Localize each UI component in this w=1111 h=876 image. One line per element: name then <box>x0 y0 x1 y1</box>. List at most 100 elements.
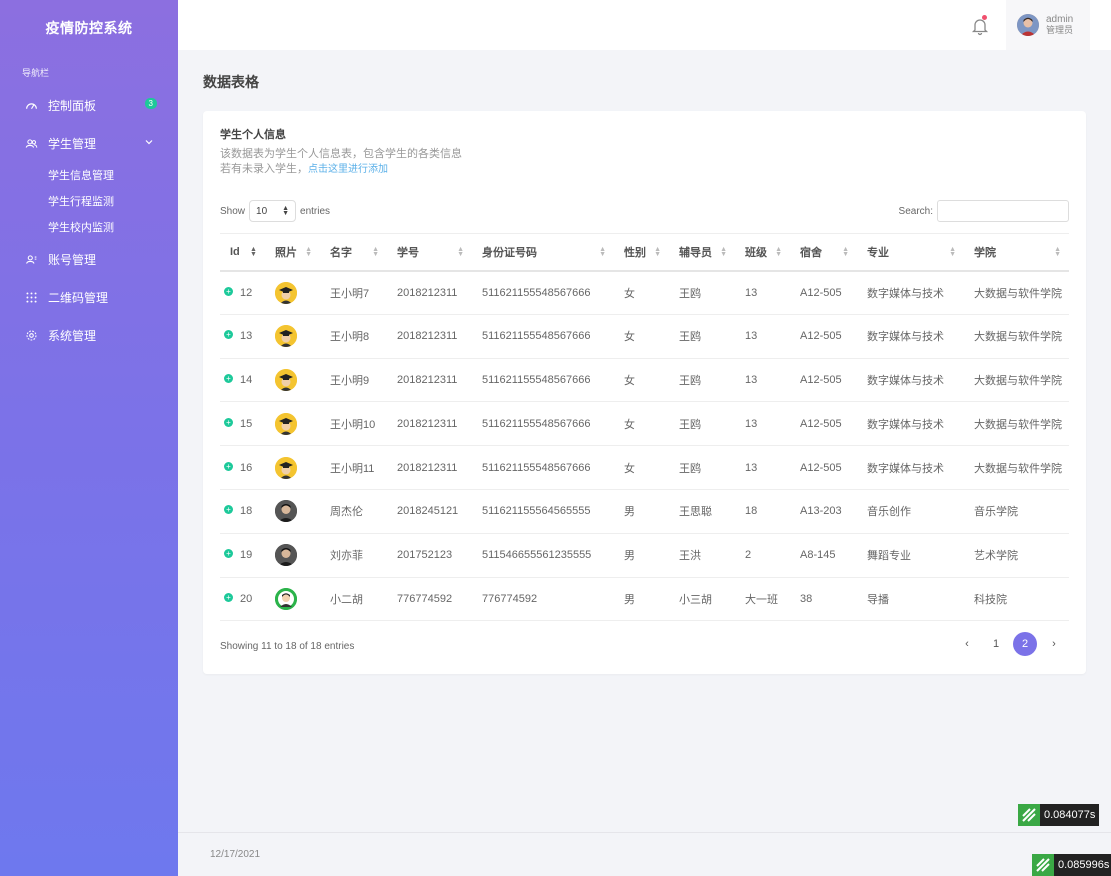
table-row[interactable]: +20 小二胡 776774592 776774592 男小三胡 大一班 38 导播 科技院 <box>220 577 1069 622</box>
cell-tutor: 王洪 <box>669 533 735 578</box>
cell-college: 大数据与软件学院 <box>964 401 1069 447</box>
page-length-select[interactable]: 10 ▲ ▼ <box>249 200 297 222</box>
cell-dorm: A12-505 <box>790 401 857 447</box>
cell-id-value: 14 <box>240 373 253 386</box>
search-input[interactable] <box>937 200 1069 222</box>
expand-row-icon[interactable]: + <box>224 373 233 383</box>
expand-row-icon[interactable]: + <box>224 592 233 602</box>
sidebar-item-qrcode[interactable]: 二维码管理 <box>0 278 178 316</box>
expand-row-icon[interactable]: + <box>224 461 233 471</box>
sidebar-subitem-student-trip[interactable]: 学生行程监测 <box>48 196 114 208</box>
data-table-card: 学生个人信息 该数据表为学生个人信息表，包含学生的各类信息 若有未录入学生，点击… <box>203 111 1086 674</box>
column-header[interactable]: 性别 ▲ ▼ <box>614 233 669 272</box>
cell-sno: 2018212311 <box>387 270 472 315</box>
cell-id-value: 20 <box>240 592 253 605</box>
cell-cls: 13 <box>735 358 790 403</box>
sort-icon: ▲ ▼ <box>949 246 956 258</box>
column-header[interactable]: 名字 ▲ ▼ <box>320 233 387 272</box>
cell-major: 数字媒体与技术 <box>857 401 964 447</box>
table-row[interactable]: +15 王小明10 2018212311 511621155548567666 女王鸥 1… <box>220 401 1069 447</box>
table-row[interactable]: +14 王小明9 2018212311 511621155548567666 女王鸥 13… <box>220 358 1069 403</box>
table-row[interactable]: +16 王小明11 2018212311 511621155548567666 女王鸥 1… <box>220 445 1069 490</box>
expand-row-icon[interactable]: + <box>224 286 233 296</box>
cell-idno: 776774592 <box>472 577 614 622</box>
cell-cls: 2 <box>735 533 790 578</box>
sort-icon: ▲ ▼ <box>305 246 312 258</box>
table-body: +12 王小明7 2018212311 511621155548567666 女王鸥 13… <box>220 270 1069 622</box>
column-header[interactable]: 照片 ▲ ▼ <box>265 233 320 272</box>
sort-icon: ▲ ▼ <box>775 246 782 258</box>
pagination-next[interactable]: › <box>1052 638 1056 650</box>
cell-idno: 511621155548567666 <box>472 314 614 359</box>
cell-id-value: 12 <box>240 286 253 299</box>
cell-sno: 2018212311 <box>387 401 472 447</box>
brand-title[interactable]: 疫情防控系统 <box>45 20 133 36</box>
cell-name: 周杰伦 <box>320 489 387 534</box>
bell-icon[interactable] <box>970 16 990 36</box>
student-photo <box>275 368 297 391</box>
card-title: 学生个人信息 <box>220 129 286 141</box>
timer-value: 0.084077s <box>1040 804 1100 826</box>
cell-tutor: 王鸥 <box>669 314 735 359</box>
column-header[interactable]: 辅导员 ▲ ▼ <box>669 233 735 272</box>
expand-row-icon[interactable]: + <box>224 417 233 427</box>
pagination-page-1[interactable]: 1 <box>992 638 1000 650</box>
expand-row-icon[interactable]: + <box>224 505 233 515</box>
sidebar-item-settings[interactable]: 系统管理 <box>0 316 178 354</box>
cell-college: 大数据与软件学院 <box>964 358 1069 403</box>
cell-major: 音乐创作 <box>857 489 964 534</box>
column-header[interactable]: 专业 ▲ ▼ <box>857 233 964 272</box>
student-table: Id ▲ ▼ 照片 ▲ ▼ 名字 ▲ ▼ 学号 ▲ ▼ 身份证号码 ▲ ▼ 性别 ▲ ▼ 辅导员 ▲ ▼ 班级 ▲ ▼ 宿舍 ▲ ▼… <box>220 233 1069 622</box>
cell-sex: 男 <box>614 533 669 578</box>
sidebar-item-dashboard[interactable]: 控制面板 3 <box>0 86 178 124</box>
cell-sno: 2018212311 <box>387 358 472 403</box>
cell-idno: 511621155564565555 <box>472 489 614 534</box>
timer-logo-icon <box>1018 804 1040 826</box>
sidebar-item-students[interactable]: 学生管理 <box>0 124 178 162</box>
cell-college: 科技院 <box>964 577 1069 622</box>
cell-college: 艺术学院 <box>964 533 1069 578</box>
sidebar-subitem-student-info[interactable]: 学生信息管理 <box>48 170 114 182</box>
column-header[interactable]: 班级 ▲ ▼ <box>735 233 790 272</box>
column-header-label: 身份证号码 <box>482 246 537 259</box>
sort-icon: ▲ ▼ <box>250 246 257 258</box>
column-header-label: 辅导员 <box>679 246 712 259</box>
cell-dorm: A12-505 <box>790 445 857 490</box>
column-header[interactable]: Id ▲ ▼ <box>220 233 265 272</box>
add-prompt-text: 若有未录入学生， <box>220 163 308 175</box>
users-icon <box>24 136 38 150</box>
cell-id-value: 19 <box>240 549 253 562</box>
sidebar-subitem-student-campus[interactable]: 学生校内监测 <box>48 222 114 234</box>
sidebar-item-label: 学生管理 <box>48 136 97 151</box>
table-row[interactable]: +12 王小明7 2018212311 511621155548567666 女王鸥 13… <box>220 270 1069 315</box>
table-row[interactable]: +18 周杰伦 2018245121 511621155564565555 男王思聪 18… <box>220 489 1069 534</box>
cell-major: 数字媒体与技术 <box>857 314 964 359</box>
cell-sex: 女 <box>614 270 669 315</box>
column-header[interactable]: 宿舍 ▲ ▼ <box>790 233 857 272</box>
cell-cls: 13 <box>735 401 790 447</box>
column-header[interactable]: 学号 ▲ ▼ <box>387 233 472 272</box>
cell-idno: 511621155548567666 <box>472 445 614 490</box>
cell-sno: 2018212311 <box>387 445 472 490</box>
table-header-row: Id ▲ ▼ 照片 ▲ ▼ 名字 ▲ ▼ 学号 ▲ ▼ 身份证号码 ▲ ▼ 性别 ▲ ▼ 辅导员 ▲ ▼ 班级 ▲ ▼ 宿舍 ▲ ▼… <box>220 233 1069 272</box>
cell-dorm: A12-505 <box>790 358 857 403</box>
cell-sno: 201752123 <box>387 533 472 578</box>
cell-dorm: 38 <box>790 577 857 622</box>
expand-row-icon[interactable]: + <box>224 330 233 340</box>
cell-sno: 2018212311 <box>387 314 472 359</box>
table-row[interactable]: +13 王小明8 2018212311 511621155548567666 女王鸥 13… <box>220 314 1069 359</box>
column-header[interactable]: 学院 ▲ ▼ <box>964 233 1069 272</box>
cell-id: +20 <box>220 577 265 622</box>
cell-id: +16 <box>220 445 265 490</box>
cell-name: 王小明8 <box>320 314 387 359</box>
add-student-link[interactable]: 点击这里进行添加 <box>308 164 388 175</box>
expand-row-icon[interactable]: + <box>224 549 233 559</box>
sidebar-item-accounts[interactable]: 账号管理 <box>0 240 178 278</box>
table-row[interactable]: +19 刘亦菲 201752123 511546655561235555 男王洪 2 A8-… <box>220 533 1069 578</box>
pagination-prev[interactable]: ‹ <box>965 638 969 650</box>
column-header[interactable]: 身份证号码 ▲ ▼ <box>472 233 614 272</box>
cell-major: 数字媒体与技术 <box>857 270 964 315</box>
user-menu[interactable]: admin 管理员 <box>1006 0 1090 50</box>
cell-name: 王小明7 <box>320 270 387 315</box>
pagination-page-2[interactable]: 2 <box>1013 632 1037 656</box>
